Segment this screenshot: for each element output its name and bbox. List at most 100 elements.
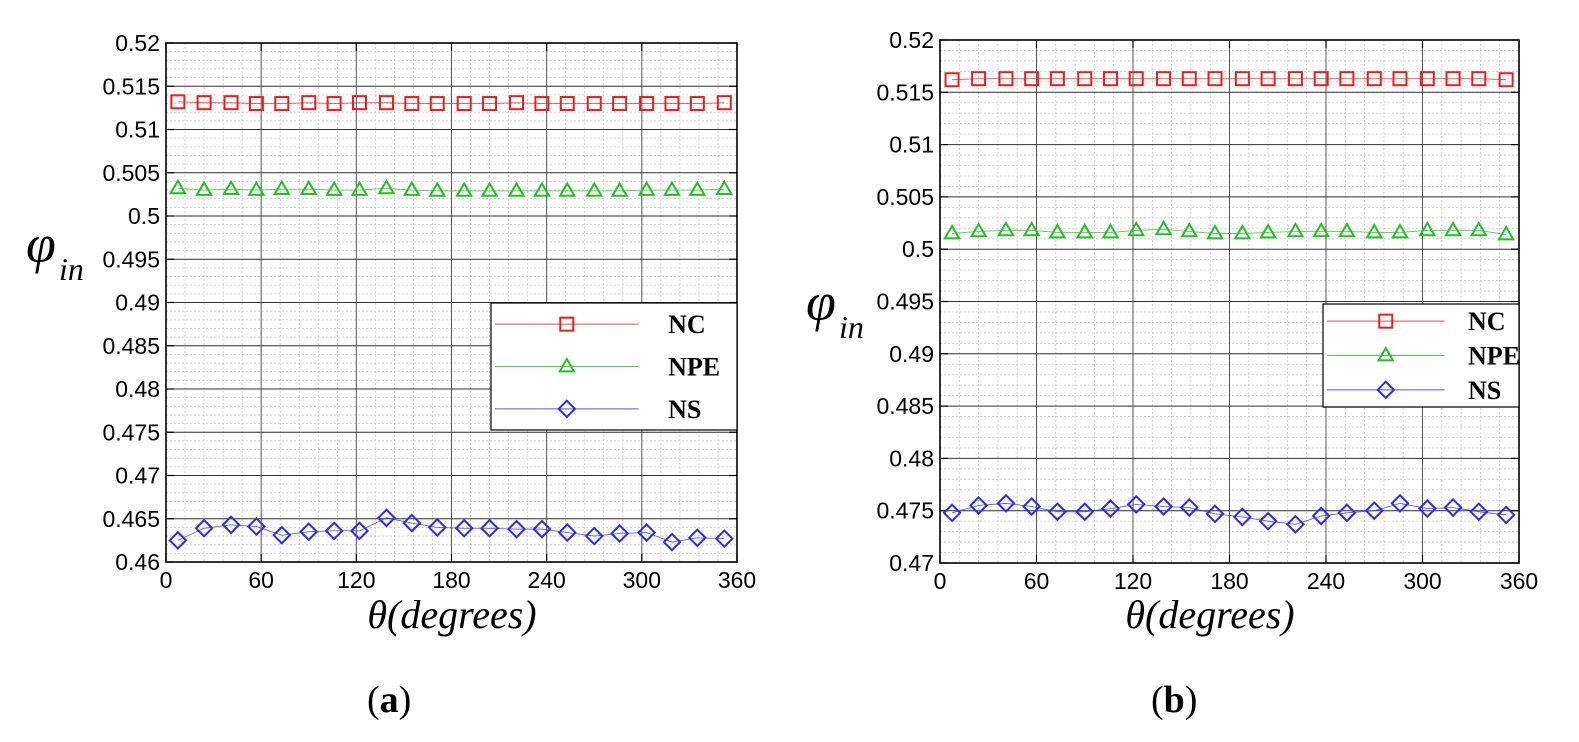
y-tick-label: 0.51	[889, 132, 934, 158]
data-point-npe	[247, 180, 266, 196]
data-point-npe	[1469, 220, 1488, 237]
data-point-nc	[1445, 71, 1461, 87]
data-point-npe	[455, 181, 474, 197]
data-point-nc	[1077, 71, 1093, 87]
y-tick-label: 0.5	[128, 203, 160, 229]
y-tick-label: 0.46	[115, 549, 160, 575]
data-point-npe	[610, 181, 629, 197]
y-tick-label: 0.52	[115, 30, 160, 56]
y-tick-label: 0.51	[115, 117, 160, 143]
data-point-nc	[664, 96, 680, 112]
data-point-ns	[349, 521, 370, 541]
y-tick-label: 0.48	[115, 376, 160, 402]
data-point-nc	[1156, 71, 1172, 87]
y-tick-label: 0.495	[876, 289, 934, 315]
data-point-npe	[325, 180, 344, 196]
data-point-npe	[1286, 221, 1305, 238]
data-point-ns	[1364, 501, 1384, 521]
legend-label-ns: NS	[1468, 376, 1501, 405]
y-tick-label: 0.515	[876, 79, 934, 105]
data-point-ns	[1285, 514, 1305, 534]
data-point-npe	[169, 178, 187, 195]
x-tick-label: 0	[160, 567, 173, 593]
chart-panel-a: 0 60 120 180 240 300 360 0.46 0.465 0.47 0.475 0.48…	[26, 30, 756, 637]
data-point-nc	[1339, 71, 1355, 87]
y-tick-label: 0.52	[889, 27, 934, 53]
x-tick-label: 300	[1403, 568, 1441, 594]
data-point-npe	[1233, 224, 1252, 240]
y-tick-label: 0.475	[102, 419, 160, 445]
data-point-nc	[301, 95, 317, 111]
y-axis-label: φ	[26, 214, 56, 274]
data-point-nc	[1102, 71, 1118, 87]
legend-label-nc: NC	[668, 310, 706, 339]
data-point-nc	[326, 96, 342, 112]
data-point-nc	[586, 96, 602, 112]
data-point-nc	[404, 96, 420, 112]
data-point-ns	[1390, 493, 1410, 513]
data-point-ns	[1232, 507, 1252, 527]
data-point-ns	[506, 519, 527, 539]
data-point-nc	[1260, 71, 1276, 87]
x-tick-label: 240	[527, 567, 565, 593]
data-point-ns	[687, 528, 707, 548]
y-tick-label: 0.5	[902, 236, 934, 262]
x-tick-label: 360	[718, 567, 756, 593]
data-point-nc	[1287, 71, 1303, 87]
x-tick-label: 60	[1024, 568, 1050, 594]
data-point-npe	[1206, 224, 1224, 240]
legend-marker-ns	[1376, 380, 1396, 400]
x-tick-label: 120	[1114, 568, 1152, 594]
data-point-npe	[272, 179, 291, 196]
data-point-npe	[1180, 221, 1199, 238]
data-point-npe	[1101, 222, 1120, 239]
caption-a-letter: a	[379, 679, 399, 721]
caption-a: (a)	[367, 679, 412, 721]
legend-marker-nc	[559, 316, 575, 332]
data-point-nc	[689, 96, 705, 112]
x-tick-label: 120	[337, 567, 375, 593]
data-point-ns	[324, 521, 344, 541]
data-point-npe	[585, 181, 604, 197]
data-point-ns	[996, 493, 1016, 513]
data-point-ns	[1154, 496, 1174, 517]
data-point-npe	[1075, 222, 1094, 239]
data-point-nc	[944, 72, 960, 88]
data-point-npe	[1048, 222, 1067, 239]
data-point-ns	[1469, 502, 1489, 522]
data-point-npe	[1259, 222, 1277, 239]
data-point-npe	[997, 220, 1015, 237]
data-point-ns	[194, 518, 214, 538]
data-point-npe	[1312, 221, 1331, 238]
chart-panel-b: 0 60 120 180 240 300 360 0.47 0.475 0.48 0.485 0.49…	[806, 27, 1538, 637]
y-tick-label: 0.47	[115, 463, 160, 489]
data-point-ns	[969, 495, 989, 516]
data-point-nc	[1181, 71, 1197, 87]
data-point-npe	[533, 181, 551, 197]
series-line-npe	[952, 228, 1507, 236]
y-axis-label: φ	[806, 272, 836, 332]
data-point-nc	[429, 96, 445, 112]
data-point-nc	[274, 96, 290, 112]
data-point-npe	[299, 179, 318, 196]
y-tick-label: 0.49	[115, 290, 160, 316]
data-point-nc	[378, 95, 394, 111]
data-point-nc	[223, 95, 239, 111]
y-tick-label: 0.465	[102, 506, 160, 532]
data-point-npe	[715, 179, 734, 196]
y-tick-label: 0.49	[889, 341, 934, 367]
data-point-npe	[663, 180, 681, 196]
x-tick-label: 0	[934, 568, 947, 594]
data-point-nc	[509, 95, 525, 111]
data-point-nc	[456, 96, 472, 112]
legend-marker-ns	[557, 399, 577, 419]
data-point-npe	[558, 181, 577, 197]
data-point-ns	[1417, 499, 1437, 519]
data-point-ns	[1443, 498, 1463, 518]
y-tick-label: 0.505	[102, 160, 160, 186]
y-tick-label: 0.47	[889, 550, 934, 576]
x-tick-label: 360	[1500, 568, 1538, 594]
data-point-npe	[1418, 220, 1437, 237]
data-point-ns	[1022, 496, 1042, 517]
data-point-nc	[971, 71, 987, 87]
